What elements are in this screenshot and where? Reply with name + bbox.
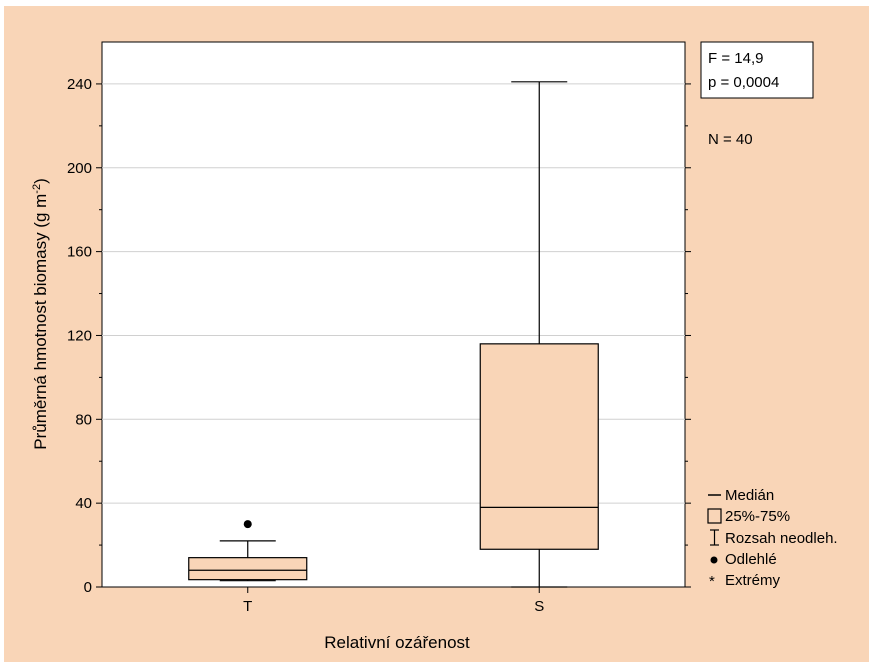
box-iqr [479, 343, 599, 550]
box-T [188, 520, 308, 582]
legend-whisker-icon [710, 529, 719, 546]
legend-outlier-icon [710, 556, 718, 564]
y-axis-title-sup: -2 [31, 184, 43, 194]
y-axis-title-close: ) [31, 178, 50, 184]
legend-whisker-label: Rozsah neodleh. [725, 530, 838, 547]
legend-extreme-label: Extrémy [725, 572, 781, 589]
y-tick-label: 40 [75, 495, 92, 512]
legend-box-label: 25%-75% [725, 508, 790, 525]
stats-n: N = 40 [708, 131, 753, 148]
y-tick-label: 120 [67, 327, 92, 344]
y-tick-label: 0 [84, 579, 92, 596]
y-axis-title-main: Průměrná hmotnost biomasy (g m [31, 194, 50, 450]
y-tick-label: 240 [67, 76, 92, 93]
stats-f: F = 14,9 [708, 50, 763, 67]
legend-box-icon [707, 508, 722, 524]
y-tick-label: 160 [67, 244, 92, 261]
outlier-point [243, 520, 252, 529]
box-iqr [188, 557, 308, 581]
boxes [188, 81, 599, 588]
grid-lines [102, 83, 685, 504]
x-tick-label: T [243, 598, 252, 615]
x-tick-label: S [534, 598, 544, 615]
box-S [479, 81, 599, 588]
stats-box [700, 41, 814, 99]
legend-median-label: Medián [725, 487, 774, 504]
y-tick-label: 200 [67, 160, 92, 177]
legend: Medián 25%-75% Rozsah neodleh. Odlehlé *… [707, 487, 838, 590]
stats-p: p = 0,0004 [708, 74, 779, 91]
y-axis: 0 40 80 120 160 200 240 [67, 76, 691, 596]
x-axis-title: Relativní ozářenost [324, 633, 470, 652]
y-tick-label: 80 [75, 411, 92, 428]
legend-outlier-label: Odlehlé [725, 551, 777, 568]
legend-extreme-icon: * [709, 573, 715, 590]
y-axis-title: Průměrná hmotnost biomasy (g m-2) [31, 178, 50, 450]
